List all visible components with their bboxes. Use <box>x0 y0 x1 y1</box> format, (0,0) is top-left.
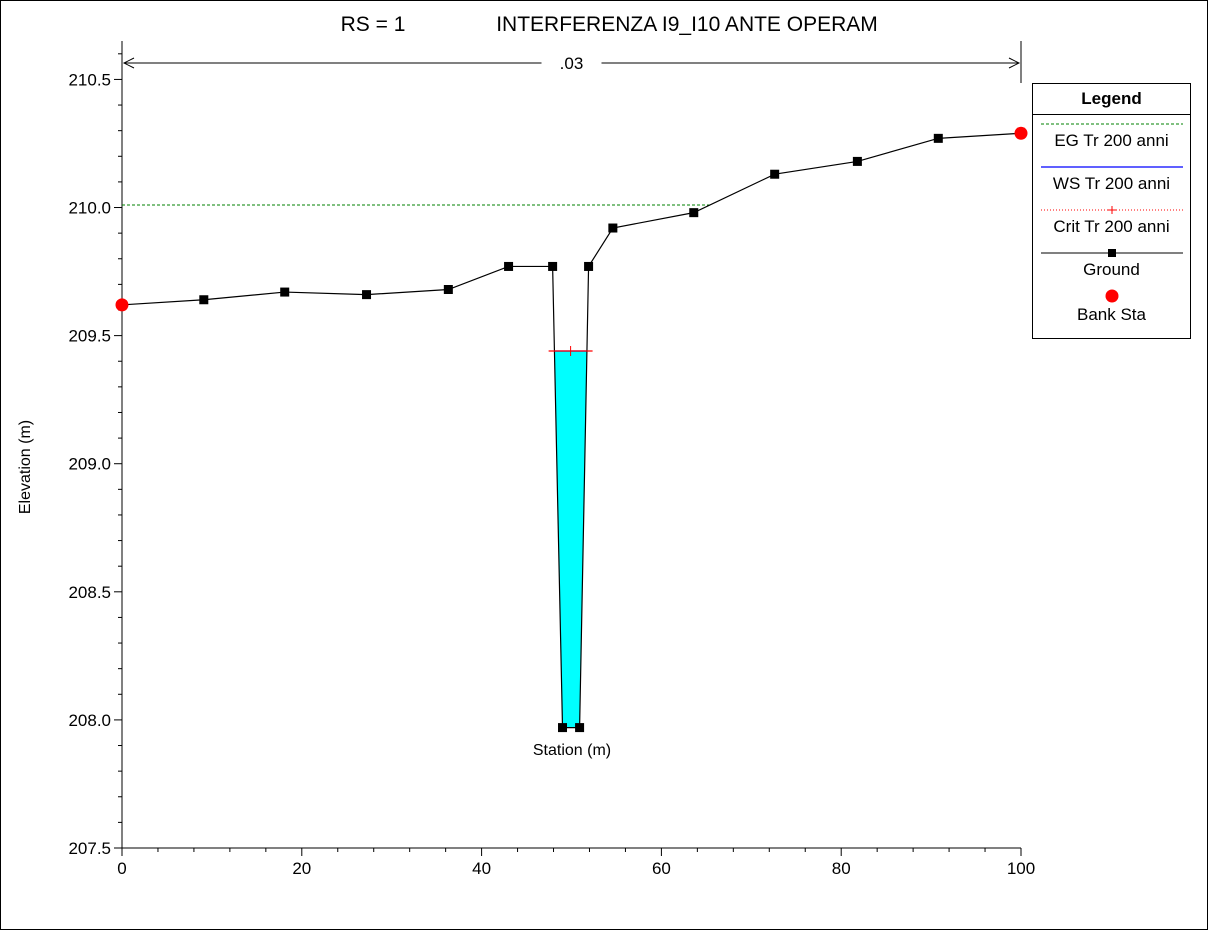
x-tick-label: 40 <box>472 859 491 878</box>
legend-item-eg: EG Tr 200 anni <box>1033 115 1190 158</box>
legend-label-bank: Bank Sta <box>1077 305 1146 324</box>
ground-point <box>770 169 780 179</box>
ground-point <box>443 285 453 295</box>
ground-point <box>933 133 943 143</box>
ground-point <box>558 723 568 733</box>
legend-item-ground: Ground <box>1033 244 1190 287</box>
ground-point <box>504 261 514 271</box>
ground-point <box>362 290 372 300</box>
water-fill <box>554 350 587 728</box>
y-tick-label: 209.5 <box>68 327 111 346</box>
legend-swatch-crit <box>1041 206 1183 214</box>
y-tick-label: 208.5 <box>68 583 111 602</box>
ground-point <box>852 156 862 166</box>
bank-station-point <box>115 298 129 312</box>
y-tick-label: 210.0 <box>68 199 111 218</box>
legend-swatch-bank <box>1105 289 1119 303</box>
legend-swatch-ground <box>1041 249 1183 257</box>
legend-item-crit: Crit Tr 200 anni <box>1033 201 1190 244</box>
ground-line <box>121 132 1022 729</box>
chart-title-rs: RS = 1 <box>341 13 406 36</box>
legend-label-crit: Crit Tr 200 anni <box>1053 217 1170 236</box>
legend-swatch-eg <box>1041 123 1183 125</box>
ground-point <box>280 287 290 297</box>
water-area <box>554 350 587 728</box>
y-axis-label: Elevation (m) <box>17 420 34 514</box>
y-tick-label: 210.5 <box>68 70 111 89</box>
x-tick-label: 60 <box>652 859 671 878</box>
manning-arrow-left <box>122 57 135 69</box>
ground-point <box>548 261 558 271</box>
legend-item-bank: Bank Sta <box>1033 287 1190 330</box>
legend-label-eg: EG Tr 200 anni <box>1054 131 1169 150</box>
x-tick-label: 20 <box>292 859 311 878</box>
x-tick-label: 0 <box>117 859 126 878</box>
chart-title-name: INTERFERENZA I9_I10 ANTE OPERAM <box>496 13 878 36</box>
legend-label-ws: WS Tr 200 anni <box>1052 174 1171 193</box>
manning-n-label: .03 <box>560 54 584 73</box>
ground-point <box>689 208 699 218</box>
legend-label-ground: Ground <box>1083 260 1140 279</box>
y-tick-label: 208.0 <box>68 711 111 730</box>
x-tick-label: 80 <box>832 859 851 878</box>
legend: Legend EG Tr 200 anni WS Tr 200 anni Cri… <box>1032 83 1191 339</box>
ground-profile <box>121 132 1022 733</box>
legend-title: Legend <box>1033 84 1190 115</box>
legend-swatch-ws <box>1041 166 1183 168</box>
bank-stations <box>115 126 1028 312</box>
y-tick-label: 209.0 <box>68 455 111 474</box>
x-tick-label: 100 <box>1007 859 1035 878</box>
ground-point <box>608 223 618 233</box>
ground-point <box>575 723 585 733</box>
manning-arrow-right <box>1008 57 1021 69</box>
ground-point <box>199 295 209 305</box>
x-axis-label: Station (m) <box>533 742 611 759</box>
critical-depth-line <box>548 345 593 356</box>
bank-station-point <box>1014 126 1028 140</box>
manning-n-indicator: .03 <box>121 41 1022 83</box>
y-tick-label: 207.5 <box>68 839 111 858</box>
ground-point <box>584 261 594 271</box>
legend-item-ws: WS Tr 200 anni <box>1033 158 1190 201</box>
axes: 207.5 208.0 208.5 209.0 209.5 210.0 210.5 0 20 40… <box>68 41 1035 878</box>
